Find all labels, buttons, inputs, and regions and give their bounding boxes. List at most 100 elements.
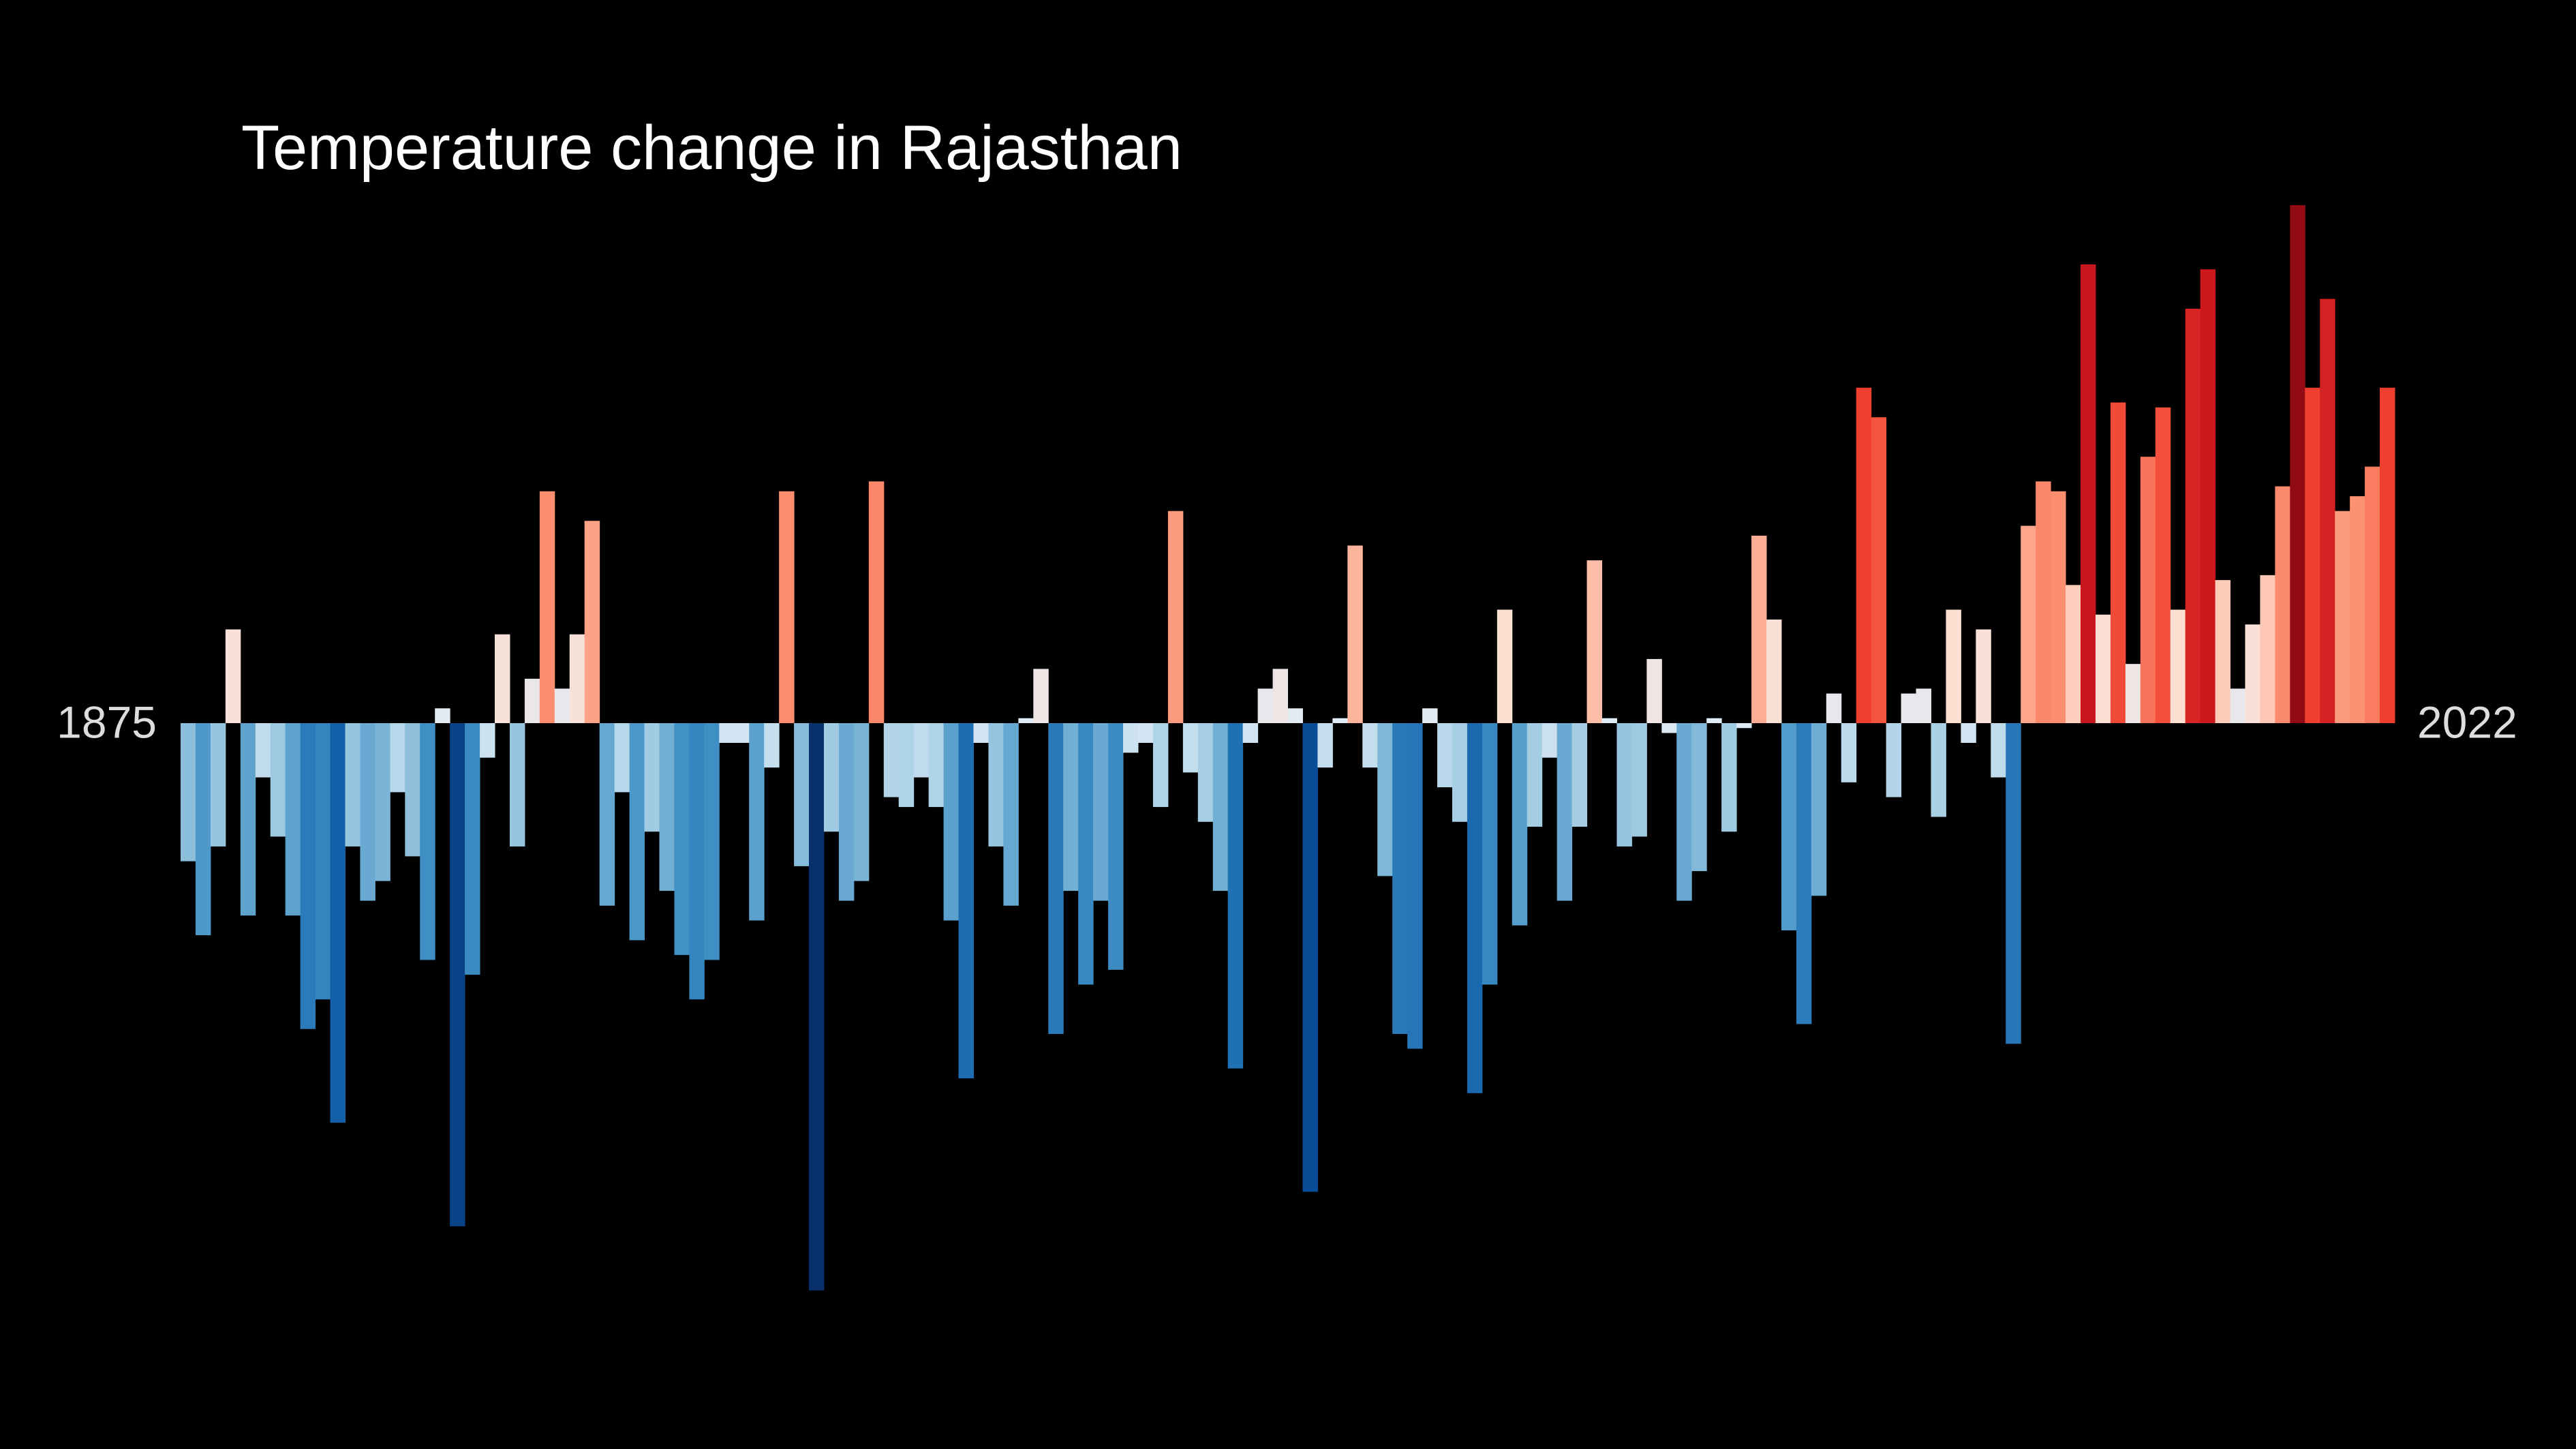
bar [1946,609,1961,723]
bar [779,491,795,723]
bar [1497,609,1513,723]
bar [210,723,226,846]
bar [1616,723,1632,846]
bar [225,629,241,723]
bar [1287,708,1303,723]
bar [1347,545,1363,723]
bar [704,723,720,960]
bar [509,723,525,846]
bar [2021,525,2036,723]
bar [794,723,810,866]
bar [2305,387,2320,723]
bar [1242,723,1259,743]
bar [988,723,1004,846]
bar [1182,723,1199,773]
bar [1302,723,1318,1192]
bar [1527,723,1543,827]
bar [1826,693,1842,723]
bar [2275,486,2290,723]
bar [569,634,585,723]
bar [1811,723,1827,896]
bar [2215,580,2231,723]
bar [1392,723,1408,1034]
bar [495,634,510,723]
bar [2335,510,2350,723]
bar [1601,718,1617,723]
bar [1137,723,1154,743]
bar [1751,535,1767,723]
bar [2006,723,2021,1044]
bar [629,723,645,941]
bar [1272,669,1288,723]
bar [1108,723,1124,970]
bar [764,723,780,768]
bar [719,723,735,743]
bar [2200,269,2216,724]
bar [958,723,974,1079]
bar [1078,723,1094,985]
bar [1317,723,1333,768]
bar [898,723,915,808]
bar [853,723,870,881]
bar [2245,624,2260,723]
bar [734,723,750,743]
bar [1706,718,1722,723]
bar [1452,723,1468,822]
bar [749,723,765,921]
bar [674,723,690,956]
x-tick-label: 2022 [2417,697,2517,747]
bar [1197,723,1214,822]
bar [435,708,450,723]
bar [1063,723,1079,891]
bar [2125,664,2141,723]
bar [2080,264,2096,723]
bar [360,723,375,901]
bar [1631,723,1647,837]
bar [1841,723,1857,782]
bar [1003,723,1019,906]
bar [1781,723,1797,930]
bar [330,723,346,1123]
bar [2230,688,2245,723]
bar [1437,723,1453,788]
bar [1093,723,1109,901]
bar [524,678,540,723]
bar [1676,723,1692,901]
bar [1482,723,1498,985]
bar [375,723,390,881]
bar [1796,723,1812,1024]
bar [823,723,840,832]
bar [1931,723,1946,817]
bar [420,723,435,960]
bar [1332,718,1348,723]
bar [1586,560,1603,723]
bar [181,723,196,861]
bar [928,723,945,808]
bar [480,723,495,758]
bar [1033,669,1049,723]
bar [1542,723,1558,758]
bar [1721,723,1737,832]
bar [255,723,271,778]
bar [539,491,555,723]
bar [883,723,900,797]
bar [1557,723,1573,901]
bar [1152,723,1169,808]
bar [1467,723,1483,1093]
bar [1212,723,1229,891]
bar [195,723,211,936]
bar [1257,688,1274,723]
bar [2170,609,2186,723]
bar [1512,723,1528,926]
bar [1991,723,2006,778]
bar [1901,693,1917,723]
bar [868,481,885,723]
bar [2066,585,2081,723]
bar [1422,708,1438,723]
bar [689,723,705,1000]
bar [838,723,855,901]
bar [1571,723,1588,827]
bar [943,723,960,921]
bar [2365,466,2380,723]
